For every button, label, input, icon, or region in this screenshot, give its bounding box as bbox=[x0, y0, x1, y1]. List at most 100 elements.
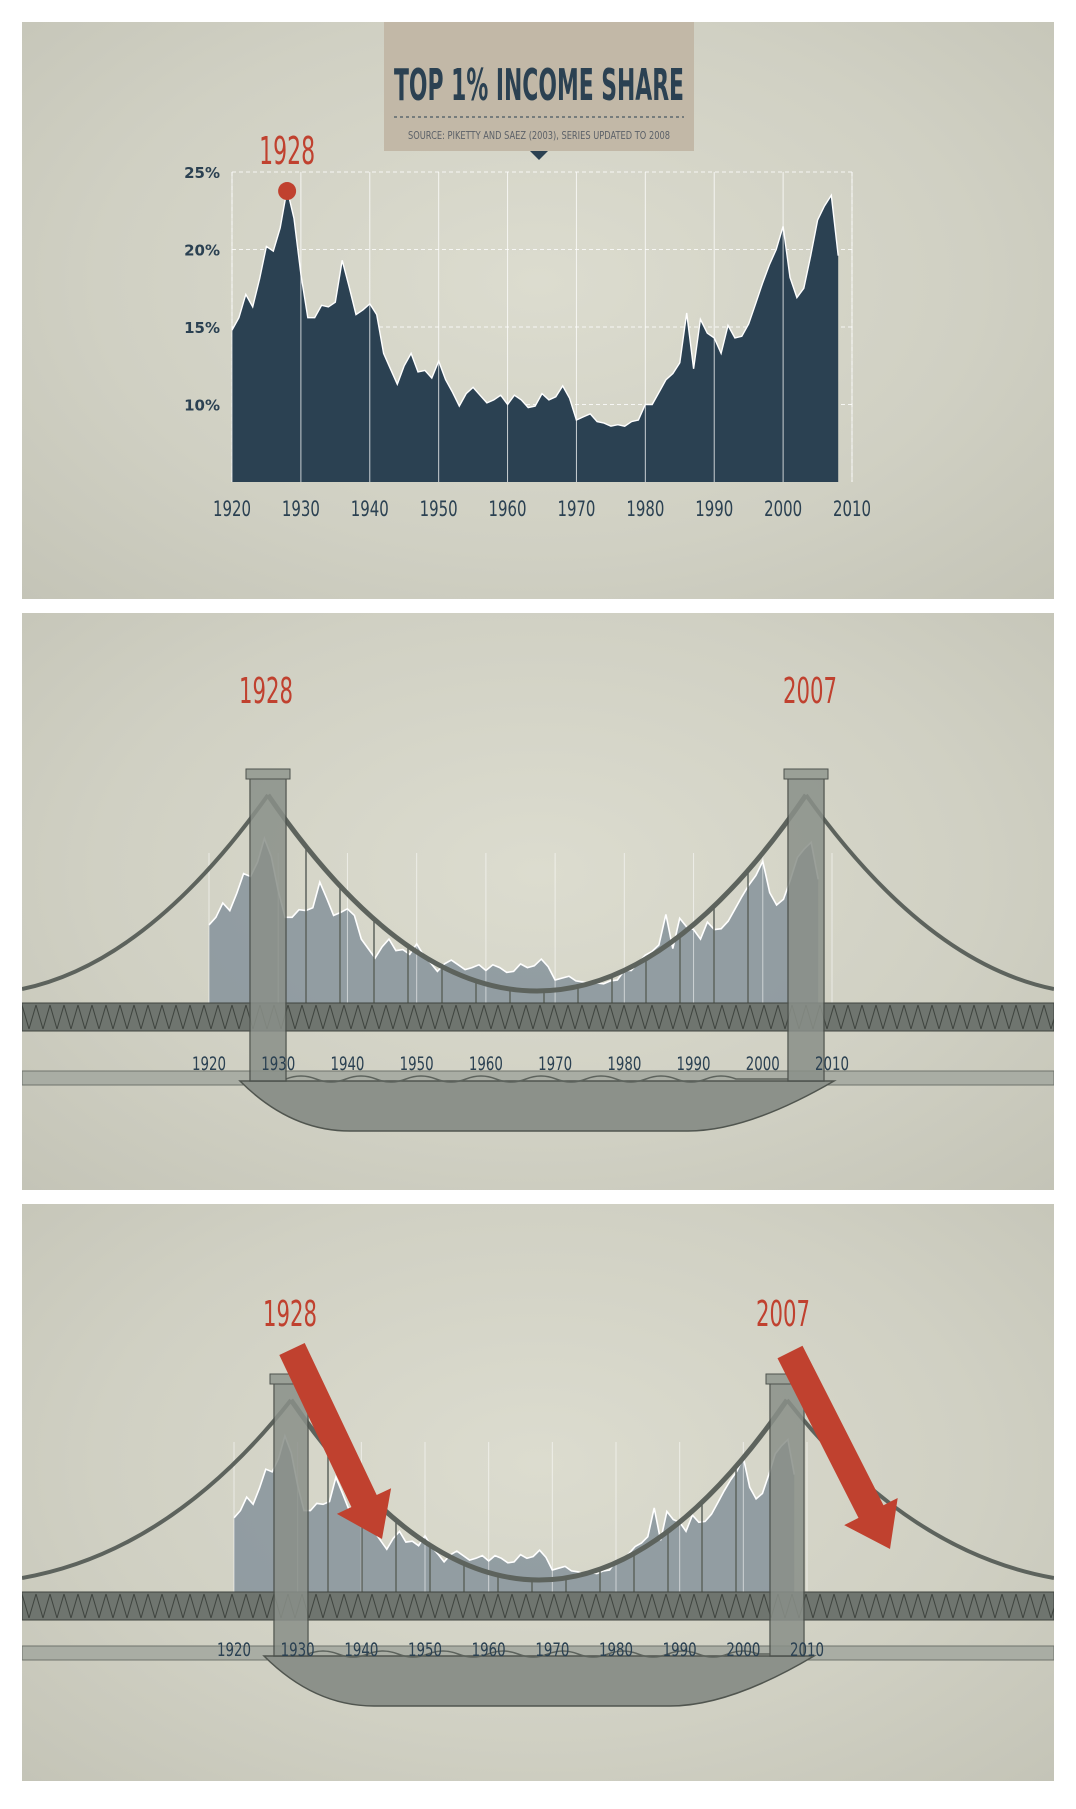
deck-truss bbox=[665, 1004, 674, 1030]
deck-truss bbox=[476, 1004, 485, 1030]
deck-truss bbox=[511, 1593, 520, 1619]
deck-truss bbox=[371, 1004, 380, 1030]
deck-truss bbox=[875, 1004, 884, 1030]
ghost-area-series bbox=[209, 838, 819, 1031]
deck-truss bbox=[595, 1004, 604, 1030]
deck-truss bbox=[840, 1004, 849, 1030]
deck-truss bbox=[364, 1004, 373, 1030]
deck-truss bbox=[343, 1593, 352, 1619]
deck-truss bbox=[889, 1593, 898, 1619]
deck-truss bbox=[637, 1004, 646, 1030]
x-tick-label: 1940 bbox=[351, 497, 389, 521]
deck-truss bbox=[770, 1004, 779, 1030]
deck-truss bbox=[714, 1004, 723, 1030]
title-box bbox=[384, 22, 694, 151]
deck-truss bbox=[77, 1593, 86, 1619]
deck-truss bbox=[560, 1004, 569, 1030]
deck-truss bbox=[189, 1004, 198, 1030]
deck-truss bbox=[518, 1593, 527, 1619]
deck-truss bbox=[686, 1004, 695, 1030]
deck-truss bbox=[931, 1004, 940, 1030]
deck-truss bbox=[1043, 1004, 1052, 1030]
deck-truss bbox=[469, 1004, 478, 1030]
deck-truss bbox=[462, 1593, 471, 1619]
deck-truss bbox=[315, 1593, 324, 1619]
deck-truss bbox=[896, 1593, 905, 1619]
deck-truss bbox=[532, 1593, 541, 1619]
deck-truss bbox=[595, 1593, 604, 1619]
deck-truss bbox=[644, 1593, 653, 1619]
x-tick-label: 1930 bbox=[281, 1639, 315, 1661]
deck-truss bbox=[252, 1593, 261, 1619]
x-tick-label: 1940 bbox=[330, 1053, 364, 1075]
deck-truss bbox=[35, 1004, 44, 1030]
deck-truss bbox=[644, 1004, 653, 1030]
decline-arrow-left bbox=[279, 1343, 392, 1539]
deck-truss bbox=[588, 1004, 597, 1030]
deck-truss bbox=[861, 1004, 870, 1030]
deck-truss bbox=[119, 1004, 128, 1030]
deck-truss bbox=[959, 1593, 968, 1619]
deck-truss bbox=[623, 1593, 632, 1619]
deck-truss bbox=[441, 1004, 450, 1030]
deck-truss bbox=[140, 1593, 149, 1619]
deck-truss bbox=[161, 1004, 170, 1030]
deck-truss bbox=[420, 1593, 429, 1619]
deck-truss bbox=[511, 1004, 520, 1030]
deck-truss bbox=[133, 1004, 142, 1030]
deck-truss bbox=[875, 1593, 884, 1619]
deck-truss bbox=[833, 1004, 842, 1030]
deck-truss bbox=[819, 1593, 828, 1619]
deck-truss bbox=[1015, 1004, 1024, 1030]
deck-truss bbox=[112, 1593, 121, 1619]
deck-truss bbox=[602, 1004, 611, 1030]
deck-truss bbox=[686, 1593, 695, 1619]
deck-truss bbox=[63, 1593, 72, 1619]
deck-truss bbox=[406, 1004, 415, 1030]
deck-truss bbox=[630, 1004, 639, 1030]
deck-truss bbox=[1008, 1004, 1017, 1030]
deck-truss bbox=[504, 1004, 513, 1030]
river-bed bbox=[238, 1080, 837, 1132]
deck-truss bbox=[217, 1593, 226, 1619]
deck-truss bbox=[672, 1004, 681, 1030]
x-tick-label: 1990 bbox=[695, 497, 733, 521]
deck-truss bbox=[22, 1593, 30, 1619]
deck-truss bbox=[812, 1593, 821, 1619]
deck-truss bbox=[490, 1593, 499, 1619]
tower-left bbox=[273, 1379, 309, 1657]
deck-truss bbox=[574, 1004, 583, 1030]
deck-truss bbox=[623, 1004, 632, 1030]
deck-truss bbox=[105, 1004, 114, 1030]
deck-truss bbox=[826, 1004, 835, 1030]
tower-right bbox=[787, 774, 825, 1082]
peak-year-label: 1928 bbox=[239, 671, 293, 712]
deck-truss bbox=[1036, 1004, 1045, 1030]
deck-truss bbox=[308, 1004, 317, 1030]
area-series-outline bbox=[231, 188, 839, 427]
x-tick-label: 2000 bbox=[726, 1639, 760, 1661]
deck-truss bbox=[777, 1004, 786, 1030]
deck-truss bbox=[721, 1004, 730, 1030]
deck-truss bbox=[266, 1593, 275, 1619]
deck-truss bbox=[105, 1593, 114, 1619]
deck-truss bbox=[154, 1593, 163, 1619]
deck-truss bbox=[1022, 1004, 1031, 1030]
deck-truss bbox=[497, 1593, 506, 1619]
river-bed bbox=[262, 1655, 817, 1707]
deck-truss bbox=[49, 1593, 58, 1619]
deck-truss bbox=[742, 1593, 751, 1619]
x-tick-label: 2010 bbox=[815, 1053, 849, 1075]
deck-truss bbox=[581, 1593, 590, 1619]
deck-truss bbox=[532, 1004, 541, 1030]
river-water bbox=[307, 1650, 770, 1658]
deck-truss bbox=[189, 1593, 198, 1619]
deck-truss bbox=[637, 1593, 646, 1619]
deck-truss bbox=[854, 1004, 863, 1030]
deck-truss bbox=[231, 1004, 240, 1030]
x-tick-label: 2010 bbox=[790, 1639, 824, 1661]
deck-truss bbox=[756, 1593, 765, 1619]
x-tick-label: 1960 bbox=[472, 1639, 506, 1661]
deck-truss bbox=[910, 1593, 919, 1619]
deck-truss bbox=[378, 1004, 387, 1030]
